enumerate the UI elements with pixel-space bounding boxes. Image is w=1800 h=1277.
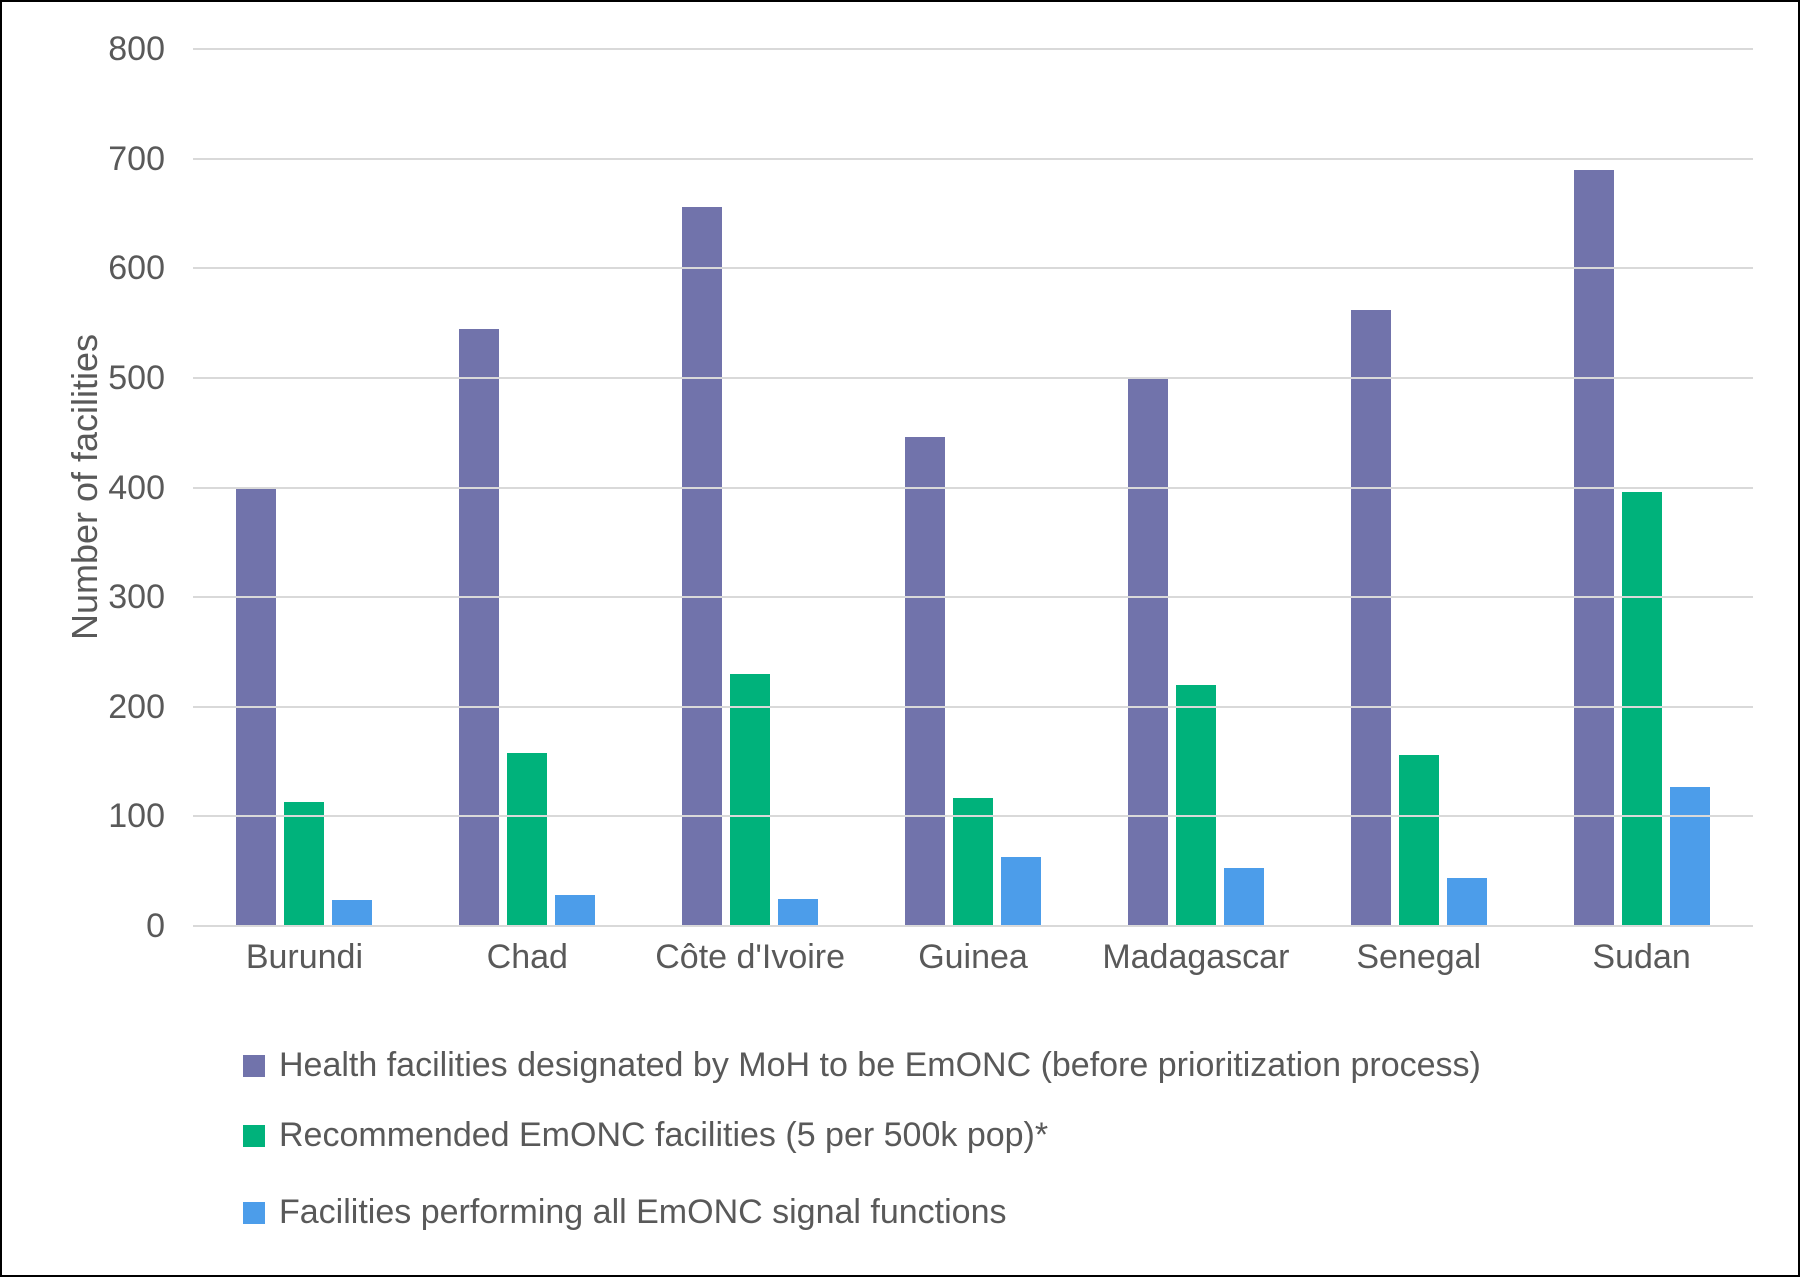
bar-performing-chad — [555, 895, 596, 926]
gridline-500 — [193, 376, 1753, 379]
x-axis-label-chad: Chad — [486, 938, 568, 976]
bar-designated-sudan — [1573, 169, 1614, 926]
bar-performing-burundi — [332, 899, 373, 926]
bar-designated-senegal — [1350, 309, 1391, 926]
x-axis-label-sudan: Sudan — [1592, 938, 1691, 976]
y-tick-label-500: 500 — [108, 358, 165, 397]
bar-performing-sudan — [1669, 786, 1710, 926]
y-tick-label-600: 600 — [108, 249, 165, 288]
bar-groups-container — [193, 49, 1753, 926]
bar-recommended-senegal — [1398, 755, 1439, 926]
legend-item-recommended: Recommended EmONC facilities (5 per 500k… — [243, 1116, 1048, 1155]
y-tick-label-800: 800 — [108, 30, 165, 68]
x-axis-label-senegal: Senegal — [1356, 938, 1482, 976]
bar-recommended-c-te-d-ivoire — [730, 673, 771, 926]
gridline-800 — [193, 48, 1753, 50]
legend-swatch-recommended — [243, 1124, 265, 1147]
bar-performing-c-te-d-ivoire — [778, 898, 819, 926]
bar-designated-guinea — [905, 437, 945, 926]
bar-recommended-burundi — [284, 802, 325, 926]
y-tick-label-100: 100 — [108, 797, 165, 836]
legend-item-designated: Health facilities designated by MoH to b… — [243, 1046, 1481, 1085]
gridline-300 — [193, 596, 1753, 599]
bar-recommended-madagascar — [1175, 684, 1216, 926]
bar-group-sudan — [1530, 49, 1753, 926]
x-axis-labels: Burundi Chad Côte d'Ivoire Guinea Madagascar… — [193, 938, 1753, 977]
bar-recommended-sudan — [1621, 491, 1662, 926]
bar-group-chad — [416, 49, 639, 926]
gridline-100 — [193, 815, 1753, 818]
gridline-0 — [193, 925, 1753, 927]
y-tick-label-300: 300 — [108, 578, 165, 617]
x-axis-label-c-te-d-ivoire: Côte d'Ivoire — [655, 938, 846, 976]
y-tick-label-0: 0 — [146, 907, 165, 945]
x-axis-label-guinea: Guinea — [918, 938, 1028, 976]
legend-label-performing: Facilities performing all EmONC signal f… — [279, 1193, 1007, 1231]
bar-performing-guinea — [1001, 856, 1041, 926]
bar-group-c-te-d-ivoire — [639, 49, 862, 926]
plot-area — [193, 48, 1753, 927]
gridline-700 — [193, 157, 1753, 160]
legend-label-recommended: Recommended EmONC facilities (5 per 500k… — [279, 1116, 1049, 1154]
bar-recommended-guinea — [953, 797, 993, 926]
y-tick-label-200: 200 — [108, 687, 165, 726]
gridline-600 — [193, 267, 1753, 270]
legend-swatch-designated — [243, 1054, 265, 1077]
y-tick-label-400: 400 — [108, 468, 165, 507]
bar-group-burundi — [193, 49, 416, 926]
bar-performing-senegal — [1446, 877, 1487, 926]
y-tick-label-700: 700 — [108, 139, 165, 178]
bar-recommended-chad — [507, 752, 548, 926]
bar-group-guinea — [862, 49, 1085, 926]
bar-performing-madagascar — [1223, 867, 1264, 926]
gridline-200 — [193, 705, 1753, 708]
bar-designated-chad — [459, 328, 500, 926]
bar-designated-madagascar — [1127, 378, 1168, 926]
legend-swatch-performing — [243, 1201, 265, 1224]
legend-label-designated: Health facilities designated by MoH to b… — [279, 1046, 1481, 1084]
x-axis-label-burundi: Burundi — [245, 938, 364, 976]
bar-designated-c-te-d-ivoire — [682, 206, 723, 926]
bar-group-madagascar — [1084, 49, 1307, 926]
gridline-400 — [193, 486, 1753, 489]
legend-item-performing: Facilities performing all EmONC signal f… — [243, 1193, 1006, 1232]
x-axis-label-madagascar: Madagascar — [1102, 938, 1290, 976]
bar-group-senegal — [1307, 49, 1530, 926]
